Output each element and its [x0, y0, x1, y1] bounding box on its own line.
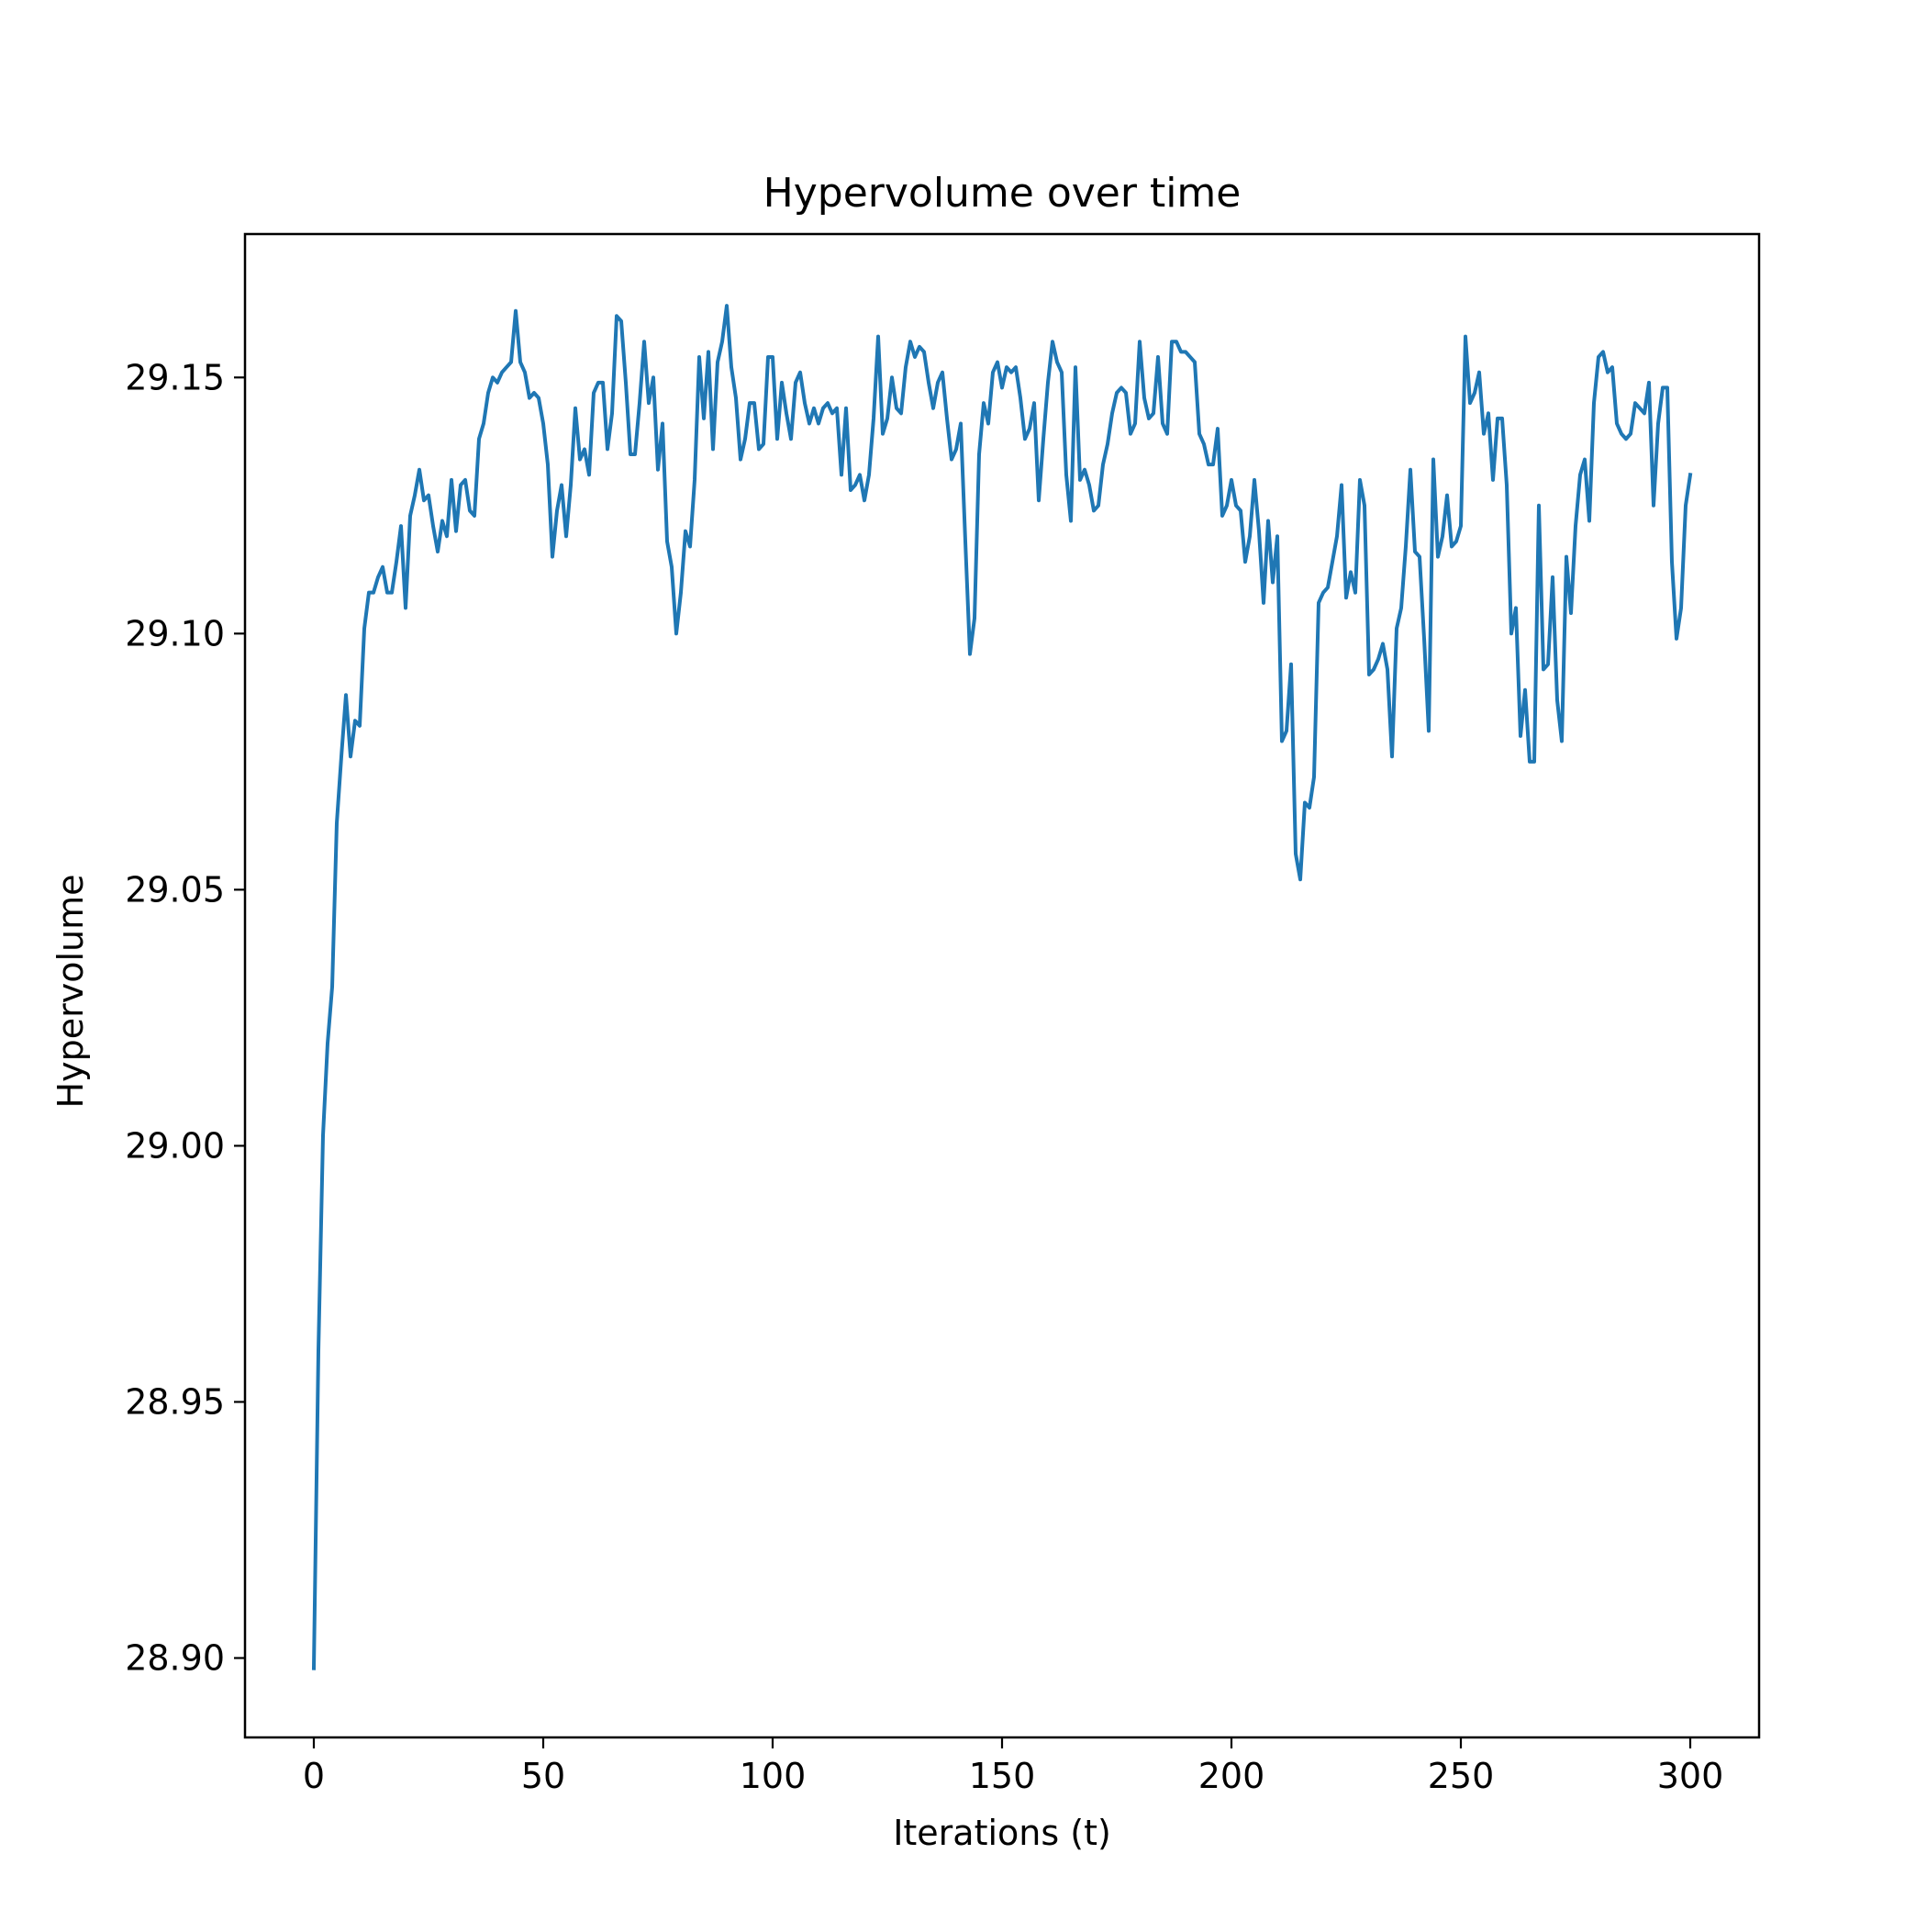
y-axis-label: Hypervolume: [50, 875, 91, 1109]
y-tick-label: 29.10: [125, 613, 225, 653]
x-tick-label: 150: [969, 1756, 1036, 1796]
plot-series: [311, 304, 1693, 1670]
y-tick-label: 28.95: [125, 1381, 225, 1422]
x-tick-label: 300: [1657, 1756, 1724, 1796]
x-tick-label: 100: [740, 1756, 807, 1796]
chart-title: Hypervolume over time: [763, 170, 1242, 217]
x-tick-label: 0: [303, 1756, 325, 1796]
hypervolume-line: [311, 304, 1693, 1670]
x-tick-label: 250: [1428, 1756, 1495, 1796]
axis-ticks: 0 50 100 150 200 250 300 28.90 28.95 29.00 29.05 29…: [125, 357, 1723, 1796]
plot-area-frame: [243, 232, 1761, 1739]
y-tick-label: 28.90: [125, 1637, 225, 1678]
y-tick-label: 29.15: [125, 357, 225, 397]
x-tick-label: 200: [1198, 1756, 1265, 1796]
x-axis-label: Iterations (t): [893, 1813, 1111, 1853]
y-tick-label: 29.00: [125, 1125, 225, 1166]
y-tick-label: 29.05: [125, 869, 225, 910]
x-tick-label: 50: [521, 1756, 565, 1796]
